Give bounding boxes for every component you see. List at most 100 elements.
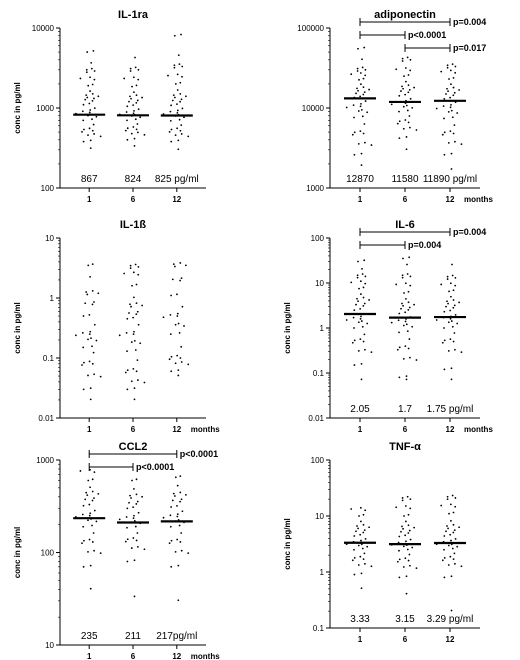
data-point <box>179 100 182 103</box>
data-point <box>360 83 362 86</box>
data-point <box>81 542 83 545</box>
data-point <box>167 74 169 77</box>
data-point <box>85 71 88 74</box>
data-point <box>75 334 77 337</box>
data-point <box>82 565 85 568</box>
data-point <box>370 565 373 568</box>
data-point <box>360 572 363 575</box>
data-point <box>408 88 411 91</box>
y-tick-label: 10000 <box>32 24 55 33</box>
data-point <box>89 275 91 278</box>
data-point <box>350 281 353 284</box>
data-point <box>89 147 92 149</box>
data-point <box>360 539 362 542</box>
data-point <box>358 515 360 517</box>
data-point <box>170 506 173 508</box>
data-point <box>353 548 355 551</box>
data-point <box>409 538 412 541</box>
data-point <box>404 311 407 314</box>
data-point <box>170 565 173 568</box>
data-point <box>187 135 190 138</box>
data-point <box>451 494 454 497</box>
data-point <box>357 142 360 145</box>
data-point <box>415 359 418 361</box>
data-point <box>450 539 452 542</box>
data-point <box>363 259 366 262</box>
data-point <box>179 129 182 132</box>
chart-title: CCL2 <box>119 441 148 453</box>
x-tick-label: 1 <box>87 652 92 660</box>
data-point <box>452 76 455 79</box>
data-point <box>97 493 100 495</box>
data-point <box>443 368 446 371</box>
data-point <box>353 535 356 537</box>
data-point <box>405 148 408 151</box>
data-point <box>362 523 365 526</box>
data-point <box>162 316 165 319</box>
chart-title: IL-1ß <box>120 219 147 231</box>
data-point <box>401 276 404 279</box>
data-point <box>405 575 408 578</box>
data-point <box>451 63 454 66</box>
data-point <box>452 523 455 526</box>
data-point <box>172 94 175 97</box>
x-tick-label: 12 <box>172 652 181 660</box>
data-point <box>89 512 92 515</box>
data-point <box>179 541 182 543</box>
data-point <box>91 478 94 481</box>
data-point <box>390 321 393 324</box>
data-point <box>352 316 355 319</box>
data-point <box>82 315 85 317</box>
data-point <box>400 530 402 533</box>
data-point <box>176 109 179 112</box>
data-point <box>452 511 455 514</box>
data-point <box>135 101 138 104</box>
data-point <box>187 552 190 554</box>
median-label: 2.05 <box>350 404 370 415</box>
data-point <box>361 273 364 275</box>
data-point <box>125 332 128 334</box>
x-tick-label: 6 <box>403 425 408 434</box>
data-point <box>91 490 94 493</box>
data-point <box>137 78 140 81</box>
data-point <box>136 359 139 362</box>
data-point <box>443 131 446 134</box>
data-point <box>93 471 96 474</box>
data-point <box>92 49 95 52</box>
data-point <box>402 87 404 90</box>
data-point <box>137 379 139 381</box>
data-point <box>403 75 405 78</box>
data-point <box>449 309 452 312</box>
data-point <box>170 294 173 297</box>
data-point <box>176 103 178 106</box>
y-tick-label: 1 <box>320 324 325 333</box>
data-point <box>363 333 366 336</box>
data-point <box>402 127 405 130</box>
data-point <box>452 306 455 309</box>
data-point <box>174 323 177 326</box>
data-point <box>356 274 359 277</box>
data-point <box>400 307 402 310</box>
data-point <box>448 78 450 80</box>
data-point <box>133 387 136 390</box>
data-point <box>364 348 366 351</box>
data-point <box>401 499 404 502</box>
y-tick-label: 1 <box>50 294 55 303</box>
data-point <box>360 315 362 318</box>
data-point <box>126 317 129 320</box>
data-point <box>360 108 363 111</box>
data-point <box>398 549 400 552</box>
data-point <box>453 304 456 307</box>
data-point <box>452 132 455 135</box>
data-point <box>133 487 135 490</box>
y-tick-label: 0.1 <box>313 624 325 633</box>
data-point <box>135 302 138 304</box>
data-point <box>126 388 129 391</box>
data-point <box>364 74 367 77</box>
data-point <box>137 273 140 276</box>
data-point <box>137 108 140 111</box>
data-point <box>87 264 90 267</box>
data-point <box>93 323 96 326</box>
data-point <box>87 84 90 87</box>
data-point <box>126 350 128 353</box>
